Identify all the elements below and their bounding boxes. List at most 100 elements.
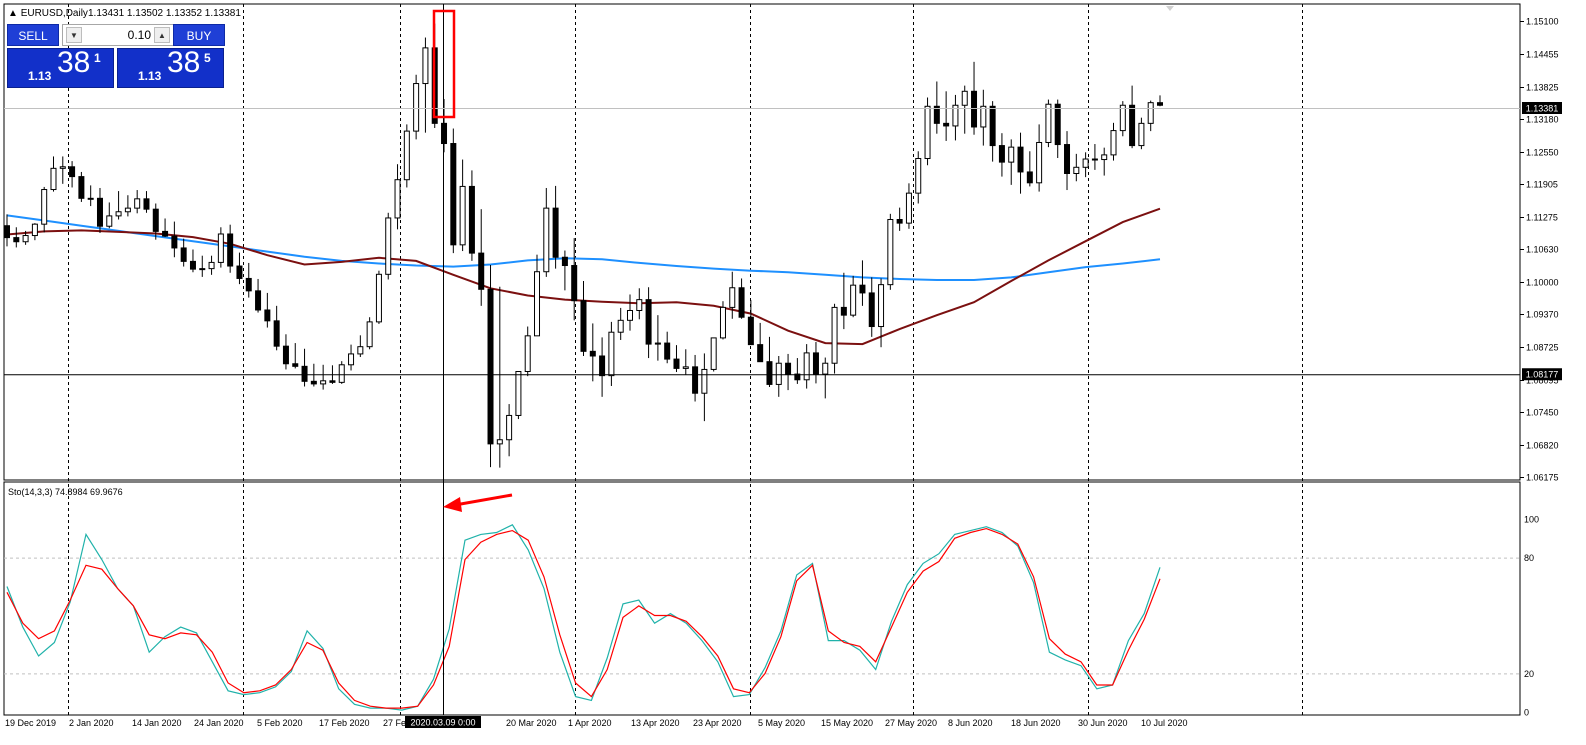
candle-body: [1064, 144, 1071, 175]
candle-body: [1157, 102, 1163, 106]
time-tick-label: 30 Jun 2020: [1078, 718, 1128, 728]
time-axis: 19 Dec 2019 2 Jan 2020 14 Jan 2020 24 Jan 2…: [5, 716, 1188, 728]
time-tick-label: 2 Jan 2020: [69, 718, 114, 728]
candle-body: [673, 358, 680, 369]
candle-body: [645, 299, 652, 345]
candle-body: [403, 130, 410, 181]
candle-body: [506, 414, 513, 441]
candle-body: [134, 198, 141, 209]
lot-increase-icon[interactable]: ▲: [154, 27, 170, 43]
candle-body: [496, 439, 503, 445]
candle-body: [264, 309, 271, 322]
candle-body: [701, 368, 708, 394]
candle-body: [738, 287, 745, 318]
candle-body: [96, 197, 103, 227]
price-tick-label: 1.11275: [1526, 213, 1558, 223]
oscillator-tick-label: 80: [1524, 553, 1534, 563]
candle-body: [803, 352, 810, 381]
lot-decrease-icon[interactable]: ▼: [66, 27, 82, 43]
symbol-label: EURUSD,Daily: [21, 8, 88, 19]
time-tick-label: 5 Feb 2020: [257, 718, 303, 728]
candle-body: [1082, 158, 1089, 168]
candlesticks: [4, 23, 1163, 468]
price-tick-label: 1.14455: [1526, 50, 1559, 60]
candle-body: [654, 342, 661, 345]
candle-body: [59, 166, 66, 169]
candle-body: [943, 122, 950, 127]
candle-body: [766, 361, 773, 385]
candle-body: [608, 331, 615, 377]
candle-body: [980, 105, 987, 128]
candle-body: [636, 299, 643, 311]
lot-size-field[interactable]: ▼ 0.10 ▲: [62, 24, 174, 46]
candle-body: [682, 366, 689, 369]
price-tick-label: 1.13825: [1526, 83, 1559, 93]
time-tick-label: 27 May 2020: [885, 718, 937, 728]
crosshair-date-marker: [405, 716, 481, 728]
candle-body: [338, 364, 345, 383]
candle-body: [1008, 146, 1015, 163]
candle-body: [515, 371, 522, 416]
candle-body: [933, 105, 940, 124]
oscillator-tick-label: 100: [1524, 515, 1539, 525]
candle-body: [1026, 171, 1033, 184]
candle-body: [413, 83, 420, 132]
candle-body: [385, 217, 392, 275]
candle-body: [998, 145, 1005, 163]
candle-body: [273, 320, 280, 347]
candle-body: [1091, 158, 1098, 161]
lot-value[interactable]: 0.10: [127, 28, 151, 42]
candle-body: [255, 290, 262, 311]
candle-body: [310, 380, 317, 385]
candle-body: [13, 237, 20, 243]
ohlc-readout: 1.13431 1.13502 1.13352 1.13381: [88, 8, 241, 19]
candle-body: [478, 252, 485, 290]
buy-price-main: 38: [167, 46, 201, 79]
time-tick-label: 17 Feb 2020: [319, 718, 370, 728]
candle-body: [189, 260, 196, 270]
time-tick-label: 14 Jan 2020: [132, 718, 182, 728]
time-tick-label: 13 Apr 2020: [631, 718, 680, 728]
candle-body: [524, 335, 531, 373]
candle-body: [543, 207, 550, 273]
price-tick-label: 1.06175: [1526, 473, 1559, 483]
sell-price-button[interactable]: 1.13 38 1: [7, 46, 114, 88]
candle-body: [971, 90, 978, 128]
candle-body: [227, 233, 234, 267]
price-tick-label: 1.07450: [1526, 408, 1559, 418]
buy-button[interactable]: BUY: [173, 24, 225, 46]
candle-body: [394, 179, 401, 219]
candle-body: [664, 342, 671, 360]
time-tick-label: 8 Jun 2020: [948, 718, 993, 728]
candle-body: [757, 344, 764, 363]
candle-body: [4, 225, 10, 239]
stochastic-line: [6, 527, 1161, 709]
current-price-marker: [1522, 102, 1562, 114]
candle-body: [961, 90, 968, 106]
candle-body: [1101, 154, 1108, 161]
price-tick-label: 1.12550: [1526, 148, 1559, 158]
candle-body: [580, 300, 587, 352]
sell-button[interactable]: SELL: [7, 24, 59, 46]
buy-price-button[interactable]: 1.13 38 5: [117, 46, 224, 88]
candle-body: [599, 355, 606, 377]
collapse-icon[interactable]: ▲: [8, 8, 21, 19]
price-tick-label: 1.08725: [1526, 343, 1559, 353]
candle-body: [850, 284, 857, 316]
current-price-label: 1.13381: [1526, 104, 1559, 114]
price-tick-label: 1.08095: [1526, 376, 1559, 386]
time-tick-label: 20 Mar 2020: [506, 718, 557, 728]
candle-body: [468, 185, 475, 254]
scroll-marker-icon[interactable]: [1166, 6, 1174, 11]
candle-body: [217, 233, 224, 263]
candle-body: [1138, 122, 1145, 147]
candle-body: [785, 362, 792, 375]
buy-price-sup: 5: [204, 51, 211, 65]
oscillator-tick-label: 20: [1524, 669, 1534, 679]
candle-body: [915, 158, 922, 194]
candle-body: [366, 321, 373, 348]
candle-body: [561, 256, 568, 267]
candle-body: [1036, 141, 1043, 184]
